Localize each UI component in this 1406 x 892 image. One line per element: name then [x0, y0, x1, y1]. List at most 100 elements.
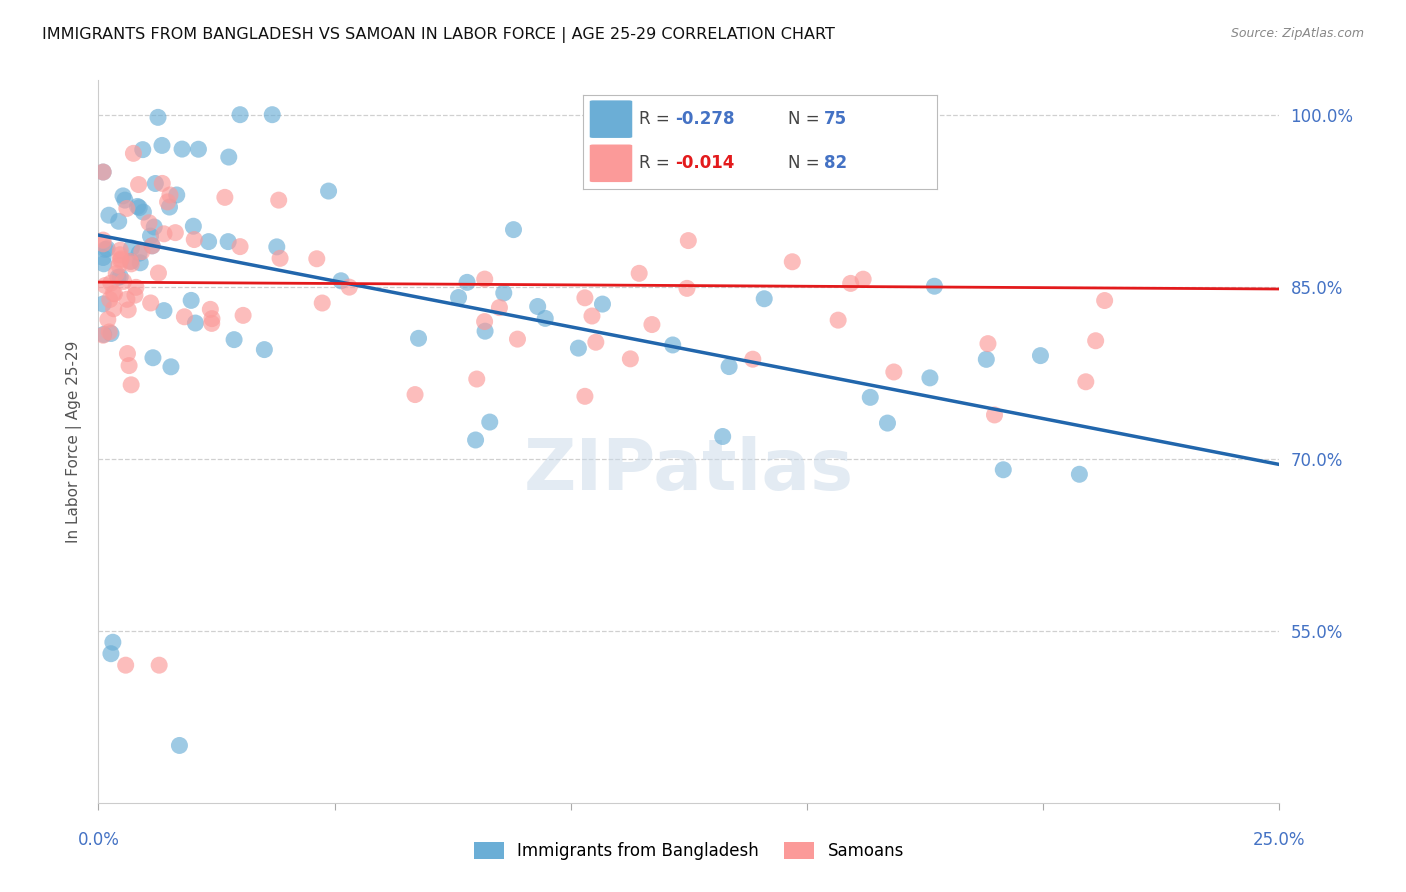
Point — [678, 234, 700, 248]
Point — [214, 190, 236, 204]
Point — [506, 332, 529, 346]
Point — [983, 408, 1005, 422]
Point — [676, 281, 699, 295]
Point — [169, 739, 191, 753]
FancyBboxPatch shape — [589, 145, 633, 182]
Point — [159, 200, 181, 214]
Point — [94, 243, 117, 257]
Point — [159, 188, 181, 202]
Point — [222, 333, 245, 347]
Point — [105, 267, 128, 281]
Point — [110, 253, 132, 268]
Point — [330, 274, 353, 288]
Point — [229, 108, 252, 122]
Point — [408, 331, 430, 345]
Point — [200, 302, 222, 317]
Point — [754, 292, 776, 306]
Point — [170, 142, 193, 156]
Point — [143, 219, 166, 234]
Point — [217, 235, 239, 249]
Point — [266, 240, 288, 254]
Text: -0.014: -0.014 — [675, 154, 734, 172]
FancyBboxPatch shape — [589, 101, 633, 138]
Point — [262, 108, 284, 122]
Point — [976, 352, 998, 367]
Point — [197, 235, 219, 249]
Point — [883, 365, 905, 379]
Point — [115, 202, 138, 216]
Point — [139, 296, 162, 310]
Text: Source: ZipAtlas.com: Source: ZipAtlas.com — [1230, 27, 1364, 40]
Point — [456, 276, 478, 290]
Point — [129, 256, 152, 270]
Point — [91, 165, 114, 179]
Point — [741, 352, 763, 367]
Point — [232, 309, 254, 323]
Text: 82: 82 — [824, 154, 846, 172]
Point — [180, 293, 202, 308]
Point — [103, 286, 125, 301]
Point — [98, 293, 121, 307]
Point — [97, 312, 120, 326]
Point — [91, 328, 114, 343]
Point — [107, 214, 129, 228]
Point — [173, 310, 195, 324]
Point — [977, 336, 1000, 351]
Point — [142, 351, 165, 365]
Point — [128, 178, 150, 192]
Point — [574, 389, 596, 403]
Point — [108, 248, 131, 262]
Point — [269, 252, 291, 266]
Point — [1084, 334, 1107, 348]
Point — [534, 311, 557, 326]
Point — [100, 326, 122, 341]
Point — [474, 315, 496, 329]
Point — [120, 377, 142, 392]
Point — [91, 165, 114, 179]
Point — [150, 177, 173, 191]
Point — [526, 300, 548, 314]
Point — [201, 317, 224, 331]
Point — [139, 229, 162, 244]
Point — [628, 266, 651, 280]
Point — [120, 257, 142, 271]
Point — [141, 239, 163, 253]
Text: 25.0%: 25.0% — [1253, 831, 1306, 849]
Y-axis label: In Labor Force | Age 25-29: In Labor Force | Age 25-29 — [66, 341, 82, 542]
Point — [311, 296, 333, 310]
Point — [93, 327, 115, 342]
Point — [117, 346, 139, 360]
Point — [94, 278, 117, 293]
Point — [478, 415, 501, 429]
Point — [1094, 293, 1116, 308]
Point — [876, 416, 898, 430]
Point — [125, 280, 148, 294]
Legend: Immigrants from Bangladesh, Samoans: Immigrants from Bangladesh, Samoans — [467, 835, 911, 867]
Point — [165, 226, 187, 240]
Point — [187, 142, 209, 156]
Point — [447, 291, 470, 305]
Point — [839, 277, 862, 291]
Point — [267, 193, 290, 207]
Point — [91, 297, 114, 311]
Point — [993, 463, 1015, 477]
Point — [153, 303, 176, 318]
Text: N =: N = — [789, 110, 825, 128]
Point — [148, 266, 170, 280]
Point — [110, 269, 132, 284]
Point — [115, 293, 138, 307]
Point — [253, 343, 276, 357]
Point — [465, 372, 488, 386]
Point — [100, 276, 122, 290]
Point — [96, 242, 118, 256]
Point — [91, 233, 114, 247]
Text: -0.278: -0.278 — [675, 110, 734, 128]
Point — [782, 254, 804, 268]
Point — [711, 429, 734, 443]
Point — [110, 243, 132, 257]
Point — [183, 219, 205, 234]
Point — [918, 371, 941, 385]
Point — [132, 143, 155, 157]
Point — [91, 251, 114, 265]
Point — [122, 146, 145, 161]
